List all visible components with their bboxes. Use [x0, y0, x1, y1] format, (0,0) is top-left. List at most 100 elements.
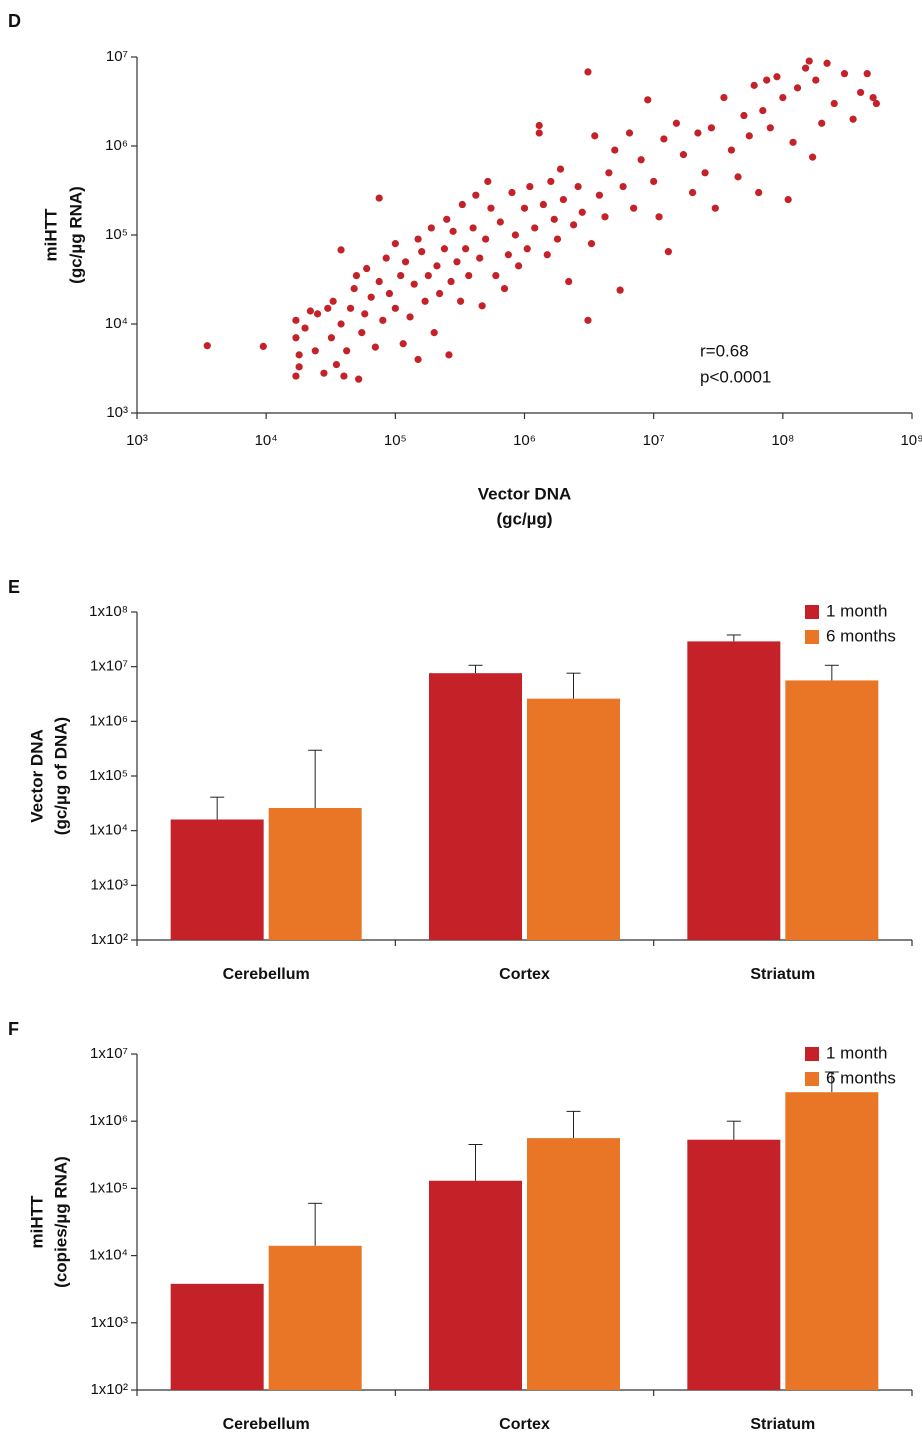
point: [630, 204, 638, 212]
point: [720, 93, 728, 102]
y-tick-label: 1x10⁴: [89, 822, 128, 839]
bar: [527, 1138, 620, 1390]
point: [872, 99, 880, 108]
point: [539, 200, 547, 209]
point: [750, 81, 758, 89]
point: [808, 153, 817, 161]
point: [482, 235, 490, 243]
point: [421, 297, 429, 305]
x-axis-label: (gc/µg): [496, 509, 552, 528]
point: [664, 248, 672, 256]
point: [456, 297, 465, 305]
point: [840, 70, 849, 78]
point: [375, 194, 383, 202]
point: [352, 271, 361, 280]
point: [856, 88, 865, 97]
y-tick-label: 10⁶: [105, 137, 128, 154]
y-tick-label: 1x10⁵: [89, 767, 128, 784]
y-tick-label: 1x10²: [90, 931, 128, 948]
point: [329, 297, 337, 305]
y-tick-label: 1x10⁴: [89, 1247, 128, 1264]
point: [414, 235, 422, 243]
point: [520, 204, 529, 212]
point: [337, 246, 345, 254]
panel-letter: E: [8, 577, 20, 597]
point: [863, 70, 871, 78]
point: [449, 227, 457, 235]
point: [350, 284, 358, 293]
point: [766, 124, 774, 132]
point: [595, 191, 603, 199]
y-tick-label: 10³: [106, 404, 128, 421]
point: [644, 96, 652, 104]
point: [295, 363, 303, 371]
point: [823, 59, 831, 67]
point: [773, 73, 781, 81]
bar: [170, 819, 264, 940]
point: [655, 213, 663, 221]
x-tick-label: Cerebellum: [223, 1416, 310, 1433]
point: [484, 177, 492, 186]
point: [812, 76, 820, 84]
point: [469, 224, 477, 232]
bar: [527, 698, 620, 940]
y-tick-label: 10⁵: [105, 226, 128, 243]
point: [660, 135, 668, 143]
point: [418, 248, 426, 256]
point: [311, 347, 319, 355]
point: [745, 132, 753, 140]
point: [259, 342, 267, 351]
x-tick-label: 10⁶: [513, 432, 536, 449]
y-tick-label: 1x10³: [90, 1314, 128, 1331]
point: [401, 258, 410, 266]
point: [367, 293, 375, 301]
point: [355, 375, 363, 383]
y-axis-label: (gc/µg RNA): [66, 186, 85, 284]
legend-swatch: [805, 630, 819, 644]
point: [679, 151, 688, 159]
legend-swatch: [805, 605, 819, 619]
point: [504, 251, 512, 259]
y-tick-label: 1x10²: [90, 1381, 128, 1398]
point: [443, 215, 451, 223]
point: [616, 286, 624, 294]
y-axis-label: (copies/µg RNA): [51, 1156, 70, 1288]
point: [535, 121, 543, 130]
point: [440, 245, 449, 253]
point: [637, 156, 645, 164]
bar: [170, 1283, 264, 1390]
point: [465, 271, 473, 280]
point: [763, 76, 771, 84]
legend-label: 1 month: [826, 601, 887, 620]
point: [755, 188, 763, 197]
y-tick-label: 1x10³: [90, 876, 128, 893]
x-tick-label: Cortex: [499, 1416, 550, 1433]
bar: [687, 641, 781, 940]
point: [462, 245, 470, 253]
point: [327, 334, 336, 342]
point: [500, 284, 509, 293]
point: [292, 372, 300, 380]
point: [385, 289, 394, 298]
point: [601, 213, 609, 221]
point: [611, 146, 619, 154]
y-tick-label: 1x10⁷: [90, 1045, 128, 1062]
x-tick-label: 10⁸: [771, 432, 794, 449]
point: [324, 304, 332, 312]
point: [301, 324, 309, 332]
point: [740, 111, 748, 120]
point: [292, 334, 300, 342]
point: [343, 347, 351, 355]
point: [869, 93, 877, 102]
point: [379, 316, 387, 324]
y-tick-label: 1x10⁶: [89, 712, 128, 729]
point: [531, 224, 539, 232]
point: [292, 316, 300, 324]
point: [619, 182, 627, 191]
point: [320, 369, 328, 377]
point: [511, 231, 519, 239]
point: [508, 188, 516, 197]
point: [711, 204, 719, 212]
x-tick-label: Cortex: [499, 966, 550, 983]
point: [295, 351, 303, 359]
